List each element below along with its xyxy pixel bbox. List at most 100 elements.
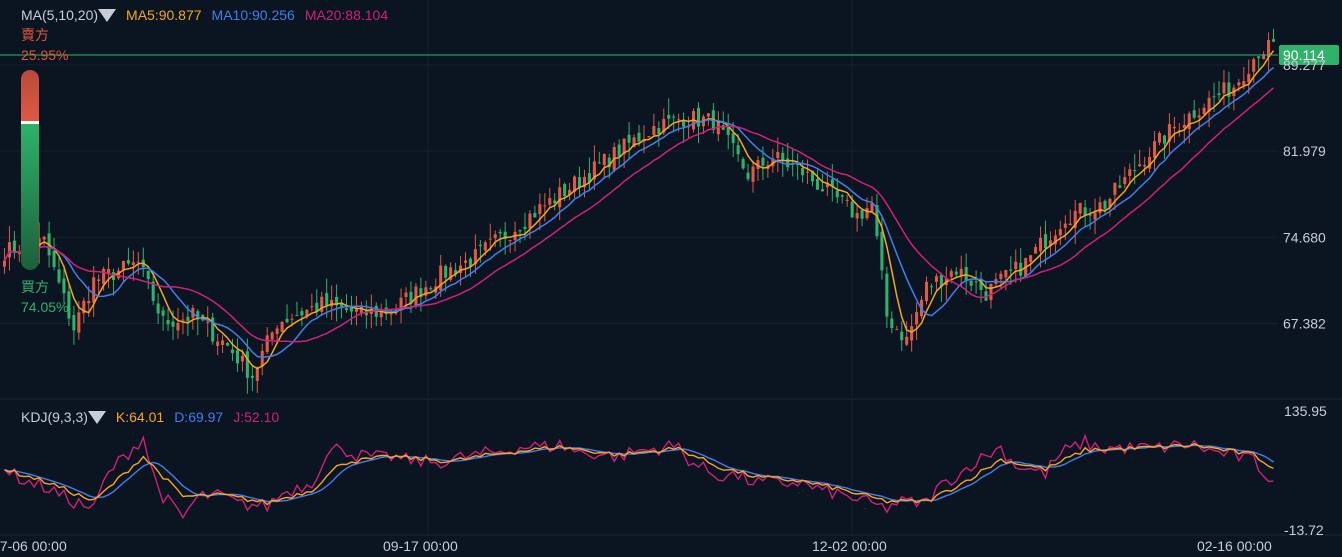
candle-body[interactable] [1113, 182, 1117, 195]
candle-body[interactable] [1172, 127, 1176, 129]
candle-body[interactable] [1167, 124, 1171, 142]
candle-body[interactable] [399, 297, 403, 308]
candle-body[interactable] [850, 201, 854, 218]
candle-body[interactable] [776, 151, 780, 159]
candle-body[interactable] [166, 319, 170, 325]
candle-body[interactable] [409, 291, 413, 304]
candle-body[interactable] [890, 318, 894, 329]
candle-body[interactable] [404, 292, 408, 298]
candle-body[interactable] [954, 271, 958, 275]
candle-body[interactable] [835, 190, 839, 198]
candle-body[interactable] [340, 303, 344, 307]
candle-body[interactable] [845, 199, 849, 201]
candle-body[interactable] [97, 279, 101, 281]
candle-body[interactable] [171, 321, 175, 327]
candle-body[interactable] [1083, 207, 1087, 216]
candle-body[interactable] [498, 231, 502, 234]
candle-body[interactable] [1197, 115, 1201, 118]
candle-body[interactable] [1262, 54, 1266, 60]
candle-body[interactable] [255, 367, 259, 381]
candle-body[interactable] [1202, 107, 1206, 115]
candle-body[interactable] [751, 166, 755, 182]
candle-body[interactable] [607, 157, 611, 168]
candle-body[interactable] [12, 240, 16, 253]
candle-body[interactable] [667, 114, 671, 119]
candle-body[interactable] [211, 317, 215, 342]
candle-body[interactable] [216, 341, 220, 346]
candle-body[interactable] [518, 230, 522, 232]
candle-body[interactable] [716, 121, 720, 135]
candle-body[interactable] [587, 173, 591, 183]
candle-body[interactable] [806, 171, 810, 173]
candle-body[interactable] [285, 318, 289, 323]
candle-body[interactable] [235, 350, 240, 364]
candle-body[interactable] [1093, 212, 1097, 220]
candle-body[interactable] [161, 310, 165, 316]
candle-body[interactable] [1014, 261, 1018, 270]
candle-body[interactable] [1271, 39, 1276, 42]
candle-body[interactable] [573, 176, 577, 192]
candle-body[interactable] [553, 200, 557, 204]
candle-body[interactable] [731, 133, 735, 144]
candle-body[interactable] [37, 238, 41, 248]
candle-body[interactable] [444, 265, 448, 278]
candle-body[interactable] [1029, 255, 1033, 262]
candle-body[interactable] [116, 270, 121, 279]
candle-body[interactable] [979, 278, 983, 290]
candle-body[interactable] [855, 213, 859, 219]
candle-body[interactable] [677, 119, 681, 121]
main-indicator-label[interactable]: MA(5,10,20) [21, 7, 99, 23]
candle-body[interactable] [721, 125, 725, 130]
candle-body[interactable] [597, 162, 601, 164]
candle-body[interactable] [270, 332, 274, 340]
candle-body[interactable] [126, 260, 130, 264]
candle-body[interactable] [632, 137, 636, 147]
candle-body[interactable] [87, 301, 91, 304]
candle-body[interactable] [582, 176, 587, 188]
candle-body[interactable] [57, 269, 61, 283]
candle-body[interactable] [1148, 156, 1152, 169]
candle-body[interactable] [761, 157, 765, 166]
candle-body[interactable] [429, 288, 433, 290]
candle-body[interactable] [62, 278, 66, 294]
candle-body[interactable] [1078, 202, 1082, 214]
candle-body[interactable] [136, 261, 140, 263]
candle-body[interactable] [146, 270, 150, 279]
candle-body[interactable] [627, 134, 631, 143]
candle-body[interactable] [617, 144, 621, 157]
candle-body[interactable] [900, 331, 904, 341]
candle-body[interactable] [300, 311, 304, 316]
candle-body[interactable] [934, 276, 938, 282]
candle-body[interactable] [924, 281, 929, 302]
candle-body[interactable] [240, 355, 244, 362]
candle-body[interactable] [662, 118, 666, 133]
candle-body[interactable] [344, 308, 349, 311]
candle-body[interactable] [7, 242, 11, 258]
candle-body[interactable] [1157, 133, 1162, 143]
candle-body[interactable] [568, 189, 572, 195]
candle-body[interactable] [493, 234, 497, 239]
candle-body[interactable] [310, 306, 314, 308]
candle-body[interactable] [672, 116, 676, 118]
candle-body[interactable] [796, 164, 800, 166]
candle-body[interactable] [1019, 262, 1023, 276]
candle-body[interactable] [771, 158, 775, 167]
candle-body[interactable] [121, 260, 125, 270]
candle-body[interactable] [592, 161, 596, 180]
candle-body[interactable] [349, 306, 354, 312]
candle-body[interactable] [682, 120, 686, 127]
candle-body[interactable] [543, 205, 547, 207]
candle-body[interactable] [840, 195, 844, 197]
candle-body[interactable] [1257, 56, 1261, 59]
candle-body[interactable] [206, 321, 210, 323]
candles[interactable] [2, 28, 1276, 394]
candle-body[interactable] [637, 132, 641, 142]
candle-body[interactable] [1128, 169, 1132, 177]
candle-body[interactable] [1098, 202, 1102, 214]
candle-body[interactable] [389, 313, 393, 315]
candle-body[interactable] [1222, 82, 1226, 94]
candle-body[interactable] [454, 270, 458, 275]
candle-body[interactable] [1043, 234, 1048, 249]
candle-body[interactable] [860, 210, 864, 219]
